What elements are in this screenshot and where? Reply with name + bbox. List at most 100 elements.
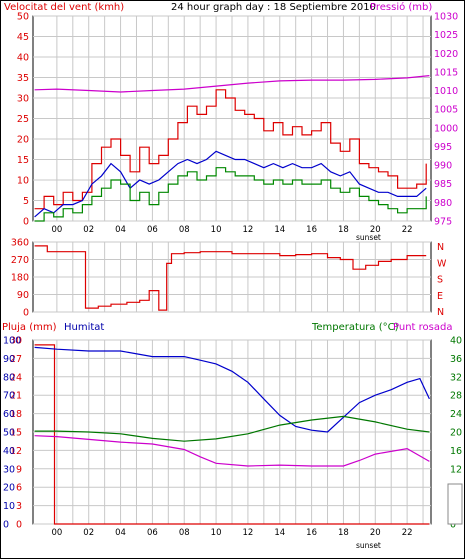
y-tick-label-right: 1010 [434, 86, 458, 97]
compass-label: S [437, 275, 443, 286]
x-tick-label: 00 [51, 225, 62, 235]
y-tick-label: 90 [17, 290, 29, 301]
wind-grid [33, 15, 431, 222]
x-tick-label: 22 [402, 225, 413, 235]
direction-degree-axis: 0 90 180 270 360 [11, 238, 29, 319]
temperature-tick-label: 20 [450, 428, 462, 439]
series-line [34, 435, 430, 467]
temperature-tick-label: 0 [450, 520, 456, 531]
rain-tick-label: 21 [10, 391, 22, 402]
x-tick-label: 20 [370, 225, 381, 235]
compass-label: E [437, 291, 443, 302]
rain-tick-label: 24 [10, 372, 22, 383]
humidity-tick-label: 90 [3, 354, 15, 365]
y-tick-label-right: 1005 [434, 105, 458, 116]
series-line [34, 415, 430, 442]
series-line [34, 75, 430, 93]
y-tick-label-right: 975 [434, 217, 452, 228]
y-tick-label-right: 1000 [434, 123, 458, 134]
x-tick-label: 06 [147, 225, 158, 235]
humidity-tick-label: 60 [3, 409, 15, 420]
x-tick-label: 00 [51, 528, 62, 538]
y-tick-label-right: 1030 [434, 12, 458, 23]
humidity-tick-label: 80 [3, 372, 15, 383]
temperature-tick-label: 40 [450, 336, 462, 347]
y-tick-label-right: 995 [434, 142, 452, 153]
y-tick-label: 5 [23, 196, 29, 207]
x-tick-label: 20 [370, 528, 381, 538]
y-tick-label: 270 [11, 255, 29, 266]
rain-tick-label: 9 [16, 464, 22, 475]
humidity-tick-label: 30 [3, 464, 15, 475]
humidity-axis: 0 10 20 30 40 50 60 70 80 90 100 [3, 336, 21, 531]
wind-speed-title: Velocitat del vent (kmh) [4, 2, 124, 13]
wind-series [34, 75, 430, 222]
humidity-tick-label: 10 [3, 501, 15, 512]
rain-tick-label: 15 [10, 428, 22, 439]
x-tick-label: 14 [274, 528, 285, 538]
series-line [34, 150, 427, 218]
x-tick-label: 12 [243, 225, 254, 235]
y-tick-label: 0 [23, 308, 29, 319]
humidity-tick-label: 20 [3, 483, 15, 494]
y-tick-label-right: 990 [434, 161, 452, 172]
x-tick-label: 10 [211, 528, 222, 538]
humidity-tick-label: 100 [3, 336, 21, 347]
y-tick-label: 10 [17, 176, 29, 187]
series-line [34, 167, 427, 222]
y-tick-label: 180 [11, 273, 29, 284]
compass-label: W [437, 258, 447, 269]
x-tick-label: 16 [306, 225, 317, 235]
series-line [34, 89, 427, 210]
temperature-tick-label: 24 [450, 409, 462, 420]
pressure-axis: 975 980 985 990 995 1000 1005 1010 1015 1020 1025 1… [434, 12, 458, 228]
wind-speed-axis: 0 5 10 15 20 25 30 35 40 45 50 [17, 12, 29, 228]
humidity-tick-label: 40 [3, 446, 15, 457]
x-tick-label: 02 [83, 528, 94, 538]
x-tick-label: 14 [274, 225, 285, 235]
temperature-tick-label: 28 [450, 391, 462, 402]
rain-tick-label: 30 [10, 336, 22, 347]
y-tick-label: 35 [17, 73, 29, 84]
rain-tick-label: 6 [16, 483, 22, 494]
humidity-tick-label: 70 [3, 391, 15, 402]
rain-tick-label: 3 [16, 501, 22, 512]
x-tick-label: 08 [179, 225, 190, 235]
x-tick-label: 22 [402, 528, 413, 538]
y-tick-label: 30 [17, 94, 29, 105]
humidity-tick-label: 0 [3, 520, 9, 531]
y-tick-label-right: 1020 [434, 49, 458, 60]
x-tick-label: 08 [179, 528, 190, 538]
rain-axis: 0 3 6 9 12 15 18 21 24 27 30 [10, 336, 22, 531]
y-tick-label: 360 [11, 238, 29, 249]
y-tick-label-right: 980 [434, 198, 452, 209]
rain-tick-label: 18 [10, 409, 22, 420]
rain-time-axis: 00 02 04 06 08 10 12 14 16 18 20 22 [51, 528, 412, 538]
series-line [34, 346, 430, 433]
sunset-label-top: sunset [356, 233, 381, 242]
humidity-tick-label: 50 [3, 428, 15, 439]
y-tick-label: 0 [23, 217, 29, 228]
corner-box [447, 483, 463, 525]
temperature-tick-label: 36 [450, 354, 462, 365]
wind-time-axis: 00 02 04 06 08 10 12 14 16 18 20 22 [51, 225, 412, 235]
series-line [34, 245, 427, 311]
y-tick-label: 50 [17, 12, 29, 23]
temperature-tick-label: 12 [450, 464, 462, 475]
rain-tick-label: 27 [10, 354, 22, 365]
sunset-label-bottom: sunset [356, 541, 381, 550]
dewpoint-title: Punt rosada [393, 322, 452, 333]
x-tick-label: 18 [338, 225, 349, 235]
graph-day-title: 24 hour graph day : 18 Septiembre 2010 [171, 2, 376, 13]
y-tick-label: 20 [17, 135, 29, 146]
compass-label: N [437, 307, 444, 318]
temperature-tick-label: 32 [450, 372, 462, 383]
y-tick-label: 15 [17, 155, 29, 166]
x-tick-label: 04 [115, 528, 126, 538]
x-tick-label: 02 [83, 225, 94, 235]
